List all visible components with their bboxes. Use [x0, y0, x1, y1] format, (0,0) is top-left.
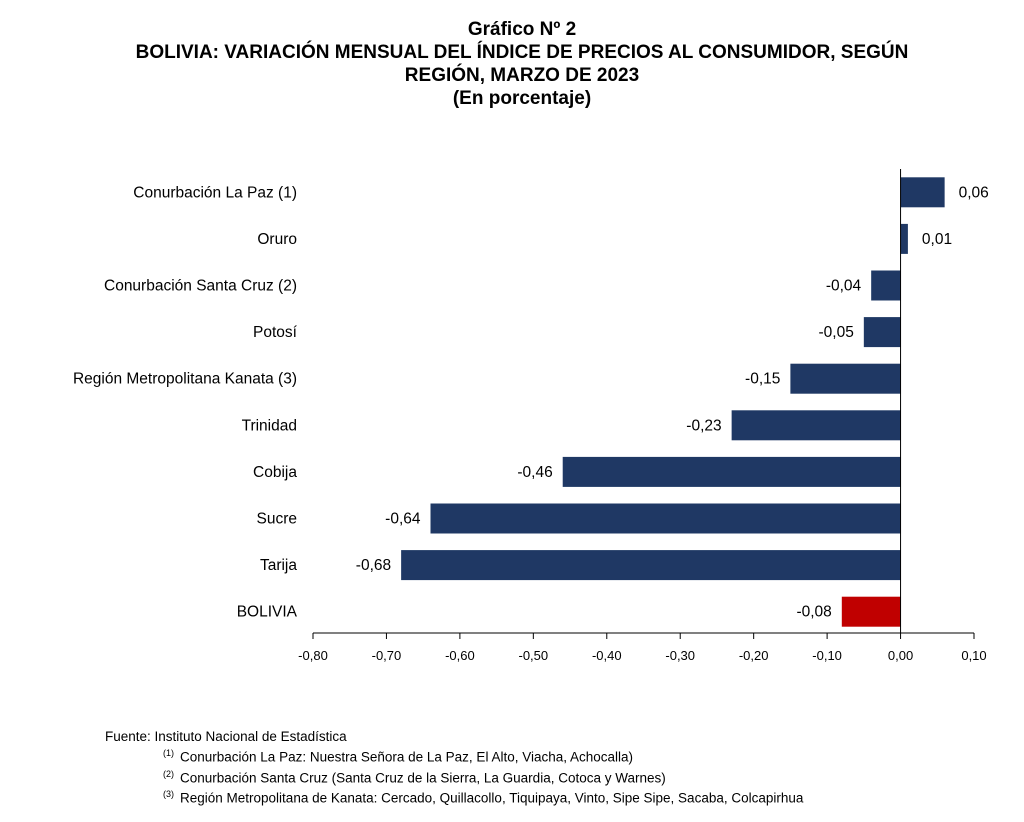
category-label: Potosí: [253, 324, 298, 341]
category-label: Trinidad: [242, 417, 297, 434]
bar: [562, 456, 901, 487]
bar: [900, 177, 945, 208]
bar: [401, 550, 901, 581]
data-label: -0,23: [686, 417, 721, 434]
bar: [790, 363, 901, 394]
x-tick-label: -0,10: [812, 648, 842, 663]
x-tick-label: -0,40: [592, 648, 622, 663]
category-label: Región Metropolitana Kanata (3): [73, 371, 297, 388]
footnote-1-text: Conurbación La Paz: Nuestra Señora de La…: [180, 749, 634, 765]
source-note: Fuente: Instituto Nacional de Estadístic…: [105, 729, 347, 744]
bar: [871, 270, 901, 301]
x-tick-label: -0,50: [519, 648, 549, 663]
category-label: Conurbación La Paz (1): [133, 184, 297, 201]
footnote-3: (3) Región Metropolitana de Kanata: Cerca…: [105, 786, 803, 807]
chart-title-block: Gráfico Nº 2 BOLIVIA: VARIACIÓN MENSUAL …: [0, 18, 1024, 110]
bar: [863, 317, 901, 348]
chart-footer: Fuente: Instituto Nacional de Estadístic…: [105, 728, 803, 807]
data-label: 0,06: [959, 184, 989, 201]
bar: [841, 596, 901, 627]
category-label: BOLIVIA: [237, 604, 298, 621]
category-label: Tarija: [260, 557, 297, 574]
chart-title-line-3: REGIÓN, MARZO DE 2023: [404, 65, 640, 86]
footnote-1-mark: (1): [163, 748, 174, 758]
footnote-1: (1) Conurbación La Paz: Nuestra Señora de…: [105, 745, 803, 766]
category-label: Conurbación Santa Cruz (2): [104, 278, 297, 295]
data-label: -0,46: [517, 464, 552, 481]
x-tick-label: 0,10: [961, 648, 986, 663]
chart-title-line-2: BOLIVIA: VARIACIÓN MENSUAL DEL ÍNDICE DE…: [135, 42, 909, 63]
chart-subtitle: (En porcentaje): [452, 88, 592, 109]
x-tick-label: -0,60: [445, 648, 475, 663]
x-tick-label: -0,30: [665, 648, 695, 663]
category-label: Oruro: [257, 231, 297, 248]
category-label: Cobija: [253, 464, 297, 481]
x-tick-label: 0,00: [888, 648, 913, 663]
bar: [731, 410, 901, 441]
bar: [430, 503, 901, 534]
chart-title-line-1: Gráfico Nº 2: [467, 19, 577, 40]
x-tick-label: -0,70: [372, 648, 402, 663]
footnote-2: (2) Conurbación Santa Cruz (Santa Cruz de…: [105, 766, 803, 787]
footnote-2-text: Conurbación Santa Cruz (Santa Cruz de la…: [180, 770, 666, 785]
x-tick-label: -0,20: [739, 648, 769, 663]
data-label: -0,04: [826, 278, 862, 295]
bar: [900, 223, 908, 254]
data-label: -0,64: [385, 511, 421, 528]
data-label: 0,01: [922, 231, 952, 248]
footnote-2-mark: (2): [163, 768, 174, 779]
footnote-3-mark: (3): [163, 789, 174, 799]
data-label: -0,05: [818, 324, 853, 341]
x-tick-label: -0,80: [298, 648, 328, 663]
data-label: -0,68: [356, 557, 391, 574]
footnote-3-text: Región Metropolitana de Kanata: Cercado,…: [180, 790, 804, 806]
data-label: -0,15: [745, 371, 780, 388]
category-label: Sucre: [257, 511, 298, 528]
data-label: -0,08: [796, 604, 831, 621]
